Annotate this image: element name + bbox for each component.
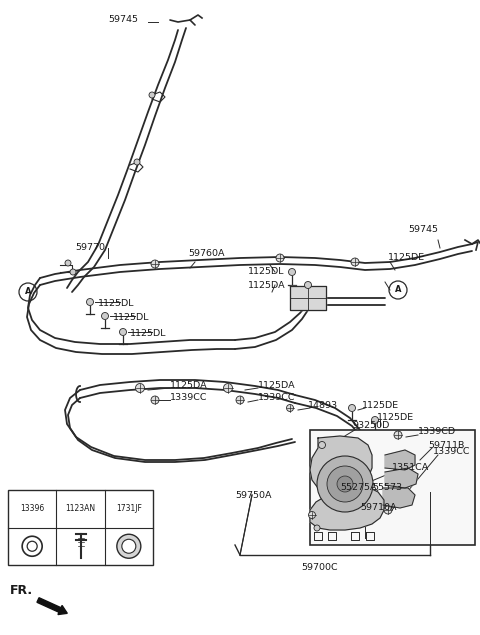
Circle shape [304,281,312,288]
Bar [8,490,153,565]
Text: FR.: FR. [10,584,33,596]
FancyArrow shape [37,598,67,615]
Circle shape [309,512,315,519]
Circle shape [327,466,363,502]
Text: 1125DL: 1125DL [248,267,285,276]
Text: 55275A: 55275A [340,483,376,493]
Text: 1125DE: 1125DE [388,253,425,262]
Text: 1125DA: 1125DA [170,380,208,389]
Circle shape [348,404,356,411]
Text: 59760A: 59760A [188,250,225,258]
Circle shape [372,417,379,424]
Circle shape [101,312,108,319]
Circle shape [149,92,155,98]
Text: 1125DA: 1125DA [258,380,296,389]
Text: 59770: 59770 [75,243,105,253]
Circle shape [319,441,325,448]
Polygon shape [290,286,326,310]
Circle shape [314,525,320,531]
Circle shape [151,396,159,404]
Text: 55573: 55573 [372,483,402,493]
Text: A: A [25,288,31,297]
Text: 1125DE: 1125DE [377,413,414,422]
Polygon shape [385,468,418,488]
Circle shape [287,404,293,411]
Text: 59700C: 59700C [302,563,338,573]
Circle shape [120,328,127,335]
Text: 1125DE: 1125DE [362,401,399,410]
Text: A: A [395,286,401,295]
Text: 1351CA: 1351CA [392,464,429,472]
Text: 1125DL: 1125DL [113,312,149,321]
Circle shape [134,159,140,165]
Text: 59710A: 59710A [360,504,396,512]
Circle shape [317,456,373,512]
Text: 13396: 13396 [20,504,44,513]
Text: 1125DL: 1125DL [98,298,134,307]
Circle shape [70,269,76,275]
Circle shape [337,476,353,492]
Circle shape [384,506,392,514]
Polygon shape [310,436,384,530]
Circle shape [65,260,71,266]
Text: 1339CD: 1339CD [418,427,456,436]
Polygon shape [385,450,415,470]
Circle shape [276,254,284,262]
Circle shape [86,298,94,305]
Circle shape [117,534,141,558]
Circle shape [351,258,359,266]
Polygon shape [383,488,415,508]
Circle shape [288,269,296,276]
Circle shape [394,431,402,439]
Text: 59745: 59745 [408,225,438,234]
Text: 1125DA: 1125DA [248,281,286,290]
Text: 93250D: 93250D [352,420,389,429]
Bar [310,430,475,545]
Text: 14893: 14893 [308,401,338,410]
Circle shape [224,384,232,392]
Text: 59745: 59745 [108,15,138,25]
Circle shape [236,396,244,404]
Text: 1731JF: 1731JF [116,504,142,513]
Text: 59750A: 59750A [235,490,272,500]
Text: 1125DL: 1125DL [130,328,167,337]
Text: 1123AN: 1123AN [65,504,96,513]
Circle shape [151,260,159,268]
Text: 1339CC: 1339CC [258,394,296,403]
Text: 1339CC: 1339CC [170,394,207,403]
Circle shape [122,539,136,553]
Text: 1339CC: 1339CC [433,448,470,457]
Circle shape [135,384,144,392]
Text: 59711B: 59711B [428,441,464,450]
